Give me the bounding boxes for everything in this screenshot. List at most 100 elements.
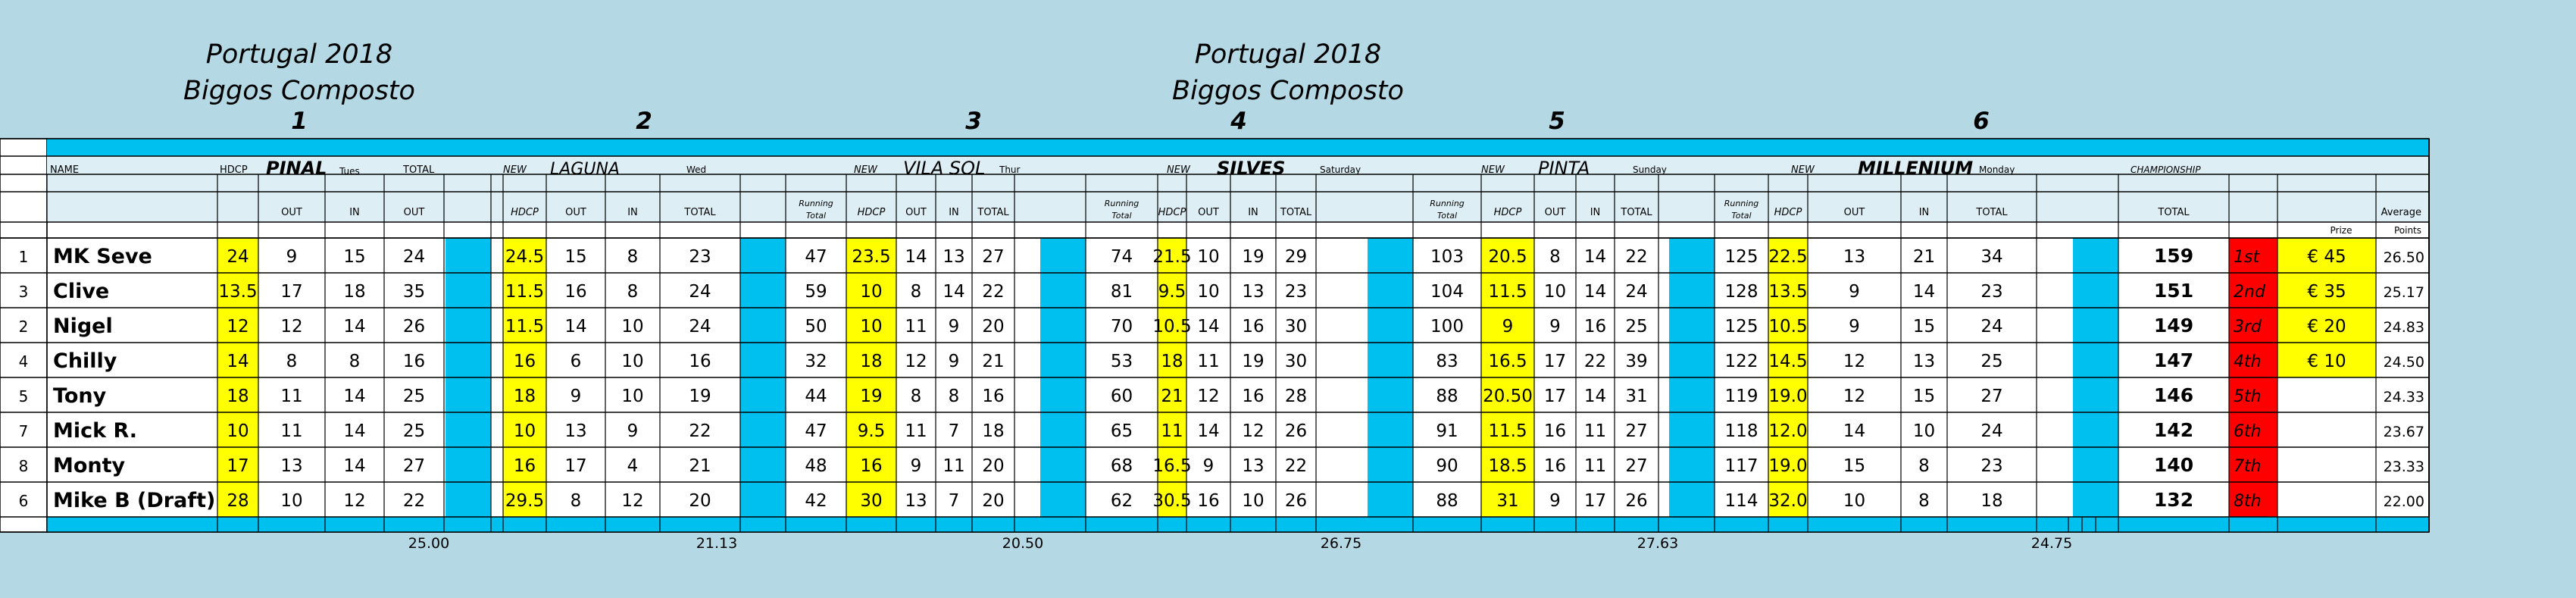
r3-in: 11 bbox=[943, 456, 964, 476]
r2-out: 17 bbox=[564, 456, 586, 476]
r3-in: 9 bbox=[949, 317, 960, 337]
r4-in: 13 bbox=[1242, 456, 1264, 476]
title-left-line1: Portugal 2018 bbox=[205, 39, 393, 70]
header-in: IN bbox=[1248, 207, 1258, 218]
r5-running-total: 91 bbox=[1436, 421, 1458, 441]
r5-in: 14 bbox=[1584, 387, 1606, 406]
r4-in: 16 bbox=[1242, 317, 1264, 337]
header-in: IN bbox=[1919, 207, 1930, 218]
round-number-1: 1 bbox=[291, 108, 308, 135]
r1-out: 11 bbox=[280, 421, 302, 441]
r4-running-total: 53 bbox=[1111, 352, 1133, 371]
r3-in: 14 bbox=[943, 282, 964, 302]
championship-total: 132 bbox=[2154, 489, 2193, 511]
r2-hdcp: 18 bbox=[514, 387, 536, 406]
r3-total: 20 bbox=[982, 456, 1004, 476]
r4-running-total: 65 bbox=[1111, 421, 1133, 441]
r5-hdcp: 20.50 bbox=[1483, 387, 1533, 406]
player-hdcp: 13.5 bbox=[218, 282, 257, 302]
player-name: Tony bbox=[53, 384, 107, 408]
player-name: Mick R. bbox=[53, 419, 137, 443]
r4-running-total: 70 bbox=[1111, 317, 1133, 337]
r6-hdcp: 10.5 bbox=[1768, 317, 1807, 337]
finish-position: 7th bbox=[2234, 457, 2262, 476]
r6-running-total: 114 bbox=[1725, 491, 1758, 511]
r6-in: 10 bbox=[1913, 421, 1935, 441]
r3-total: 21 bbox=[982, 352, 1004, 371]
title-right-line2: Biggos Composto bbox=[1172, 76, 1404, 106]
r6-in: 13 bbox=[1913, 352, 1935, 371]
r3-running-total: 59 bbox=[805, 282, 827, 302]
player-hdcp: 28 bbox=[227, 491, 249, 511]
r3-total: 22 bbox=[982, 282, 1004, 302]
header-champ-total: TOTAL bbox=[2157, 207, 2190, 218]
r5-running-total: 88 bbox=[1436, 387, 1458, 406]
r6-out: 12 bbox=[1843, 387, 1865, 406]
r1-out: 12 bbox=[280, 317, 302, 337]
player-id: 8 bbox=[19, 457, 29, 475]
round-average-4: 26.75 bbox=[1321, 535, 1361, 552]
championship-total: 147 bbox=[2154, 349, 2193, 371]
round-average-1: 25.00 bbox=[408, 535, 449, 552]
r1-in: 8 bbox=[349, 352, 361, 371]
r3-hdcp: 16 bbox=[860, 456, 882, 476]
r5-in: 11 bbox=[1584, 456, 1606, 476]
title-left-line2: Biggos Composto bbox=[183, 76, 415, 106]
r4-in: 19 bbox=[1242, 247, 1264, 267]
r1-total: 35 bbox=[403, 282, 425, 302]
r6-total: 23 bbox=[1980, 456, 2002, 476]
r6-in: 8 bbox=[1918, 491, 1930, 511]
r1-in: 14 bbox=[343, 317, 365, 337]
r6-out: 15 bbox=[1843, 456, 1865, 476]
average-points: 25.17 bbox=[2384, 284, 2424, 301]
r3-hdcp: 23.5 bbox=[852, 247, 890, 267]
r3-hdcp: 18 bbox=[860, 352, 882, 371]
r2-in: 10 bbox=[621, 352, 643, 371]
r4-hdcp: 21 bbox=[1161, 387, 1183, 406]
r4-in: 19 bbox=[1242, 352, 1264, 371]
r4-running-total: 60 bbox=[1111, 387, 1133, 406]
finish-position: 6th bbox=[2234, 422, 2262, 441]
title-left: Portugal 2018 Biggos Composto bbox=[110, 36, 489, 109]
header-running-total: Running bbox=[1724, 199, 1759, 208]
r2-total: 24 bbox=[689, 282, 711, 302]
r4-total: 30 bbox=[1285, 352, 1307, 371]
r5-out: 10 bbox=[1544, 282, 1566, 302]
r1-out: 10 bbox=[280, 491, 302, 511]
average-points: 24.33 bbox=[2384, 389, 2424, 405]
header-day-6: Monday bbox=[1979, 164, 2015, 175]
r6-hdcp: 32.0 bbox=[1768, 491, 1807, 511]
r4-hdcp: 18 bbox=[1161, 352, 1183, 371]
r2-out: 8 bbox=[571, 491, 582, 511]
r5-total: 22 bbox=[1625, 247, 1647, 267]
player-name: Monty bbox=[53, 454, 126, 477]
r3-in: 13 bbox=[943, 247, 964, 267]
header-total: TOTAL bbox=[1975, 207, 2008, 218]
r5-in: 22 bbox=[1584, 352, 1606, 371]
championship-total: 151 bbox=[2154, 280, 2193, 302]
header-out: OUT bbox=[565, 207, 586, 218]
r3-out: 8 bbox=[911, 282, 922, 302]
r4-in: 12 bbox=[1242, 421, 1264, 441]
header-total: TOTAL bbox=[683, 207, 716, 218]
r5-running-total: 104 bbox=[1430, 282, 1464, 302]
r1-out: 8 bbox=[286, 352, 298, 371]
r3-out: 11 bbox=[905, 421, 927, 441]
r5-in: 11 bbox=[1584, 421, 1606, 441]
r5-out: 17 bbox=[1544, 387, 1566, 406]
r1-in: 14 bbox=[343, 387, 365, 406]
r2-out: 9 bbox=[571, 387, 582, 406]
r3-in: 7 bbox=[949, 491, 960, 511]
r5-running-total: 83 bbox=[1436, 352, 1458, 371]
header-out: OUT bbox=[1198, 207, 1219, 218]
r5-out: 9 bbox=[1549, 491, 1561, 511]
header-new-4: NEW bbox=[1167, 164, 1191, 176]
r4-in: 16 bbox=[1242, 387, 1264, 406]
header-points: Points bbox=[2394, 225, 2421, 236]
r2-out: 16 bbox=[564, 282, 586, 302]
r3-total: 20 bbox=[982, 317, 1004, 337]
championship-total: 146 bbox=[2154, 384, 2193, 406]
r5-running-total: 100 bbox=[1430, 317, 1464, 337]
r6-total: 23 bbox=[1980, 282, 2002, 302]
header-out: OUT bbox=[1844, 207, 1865, 218]
